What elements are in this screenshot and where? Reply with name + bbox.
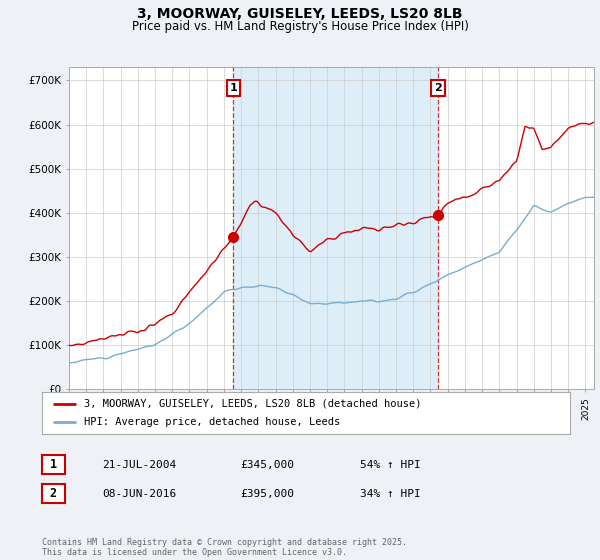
Text: Contains HM Land Registry data © Crown copyright and database right 2025.
This d: Contains HM Land Registry data © Crown c… xyxy=(42,538,407,557)
Text: £345,000: £345,000 xyxy=(240,460,294,470)
Text: 2: 2 xyxy=(50,487,57,501)
Text: 1: 1 xyxy=(50,458,57,472)
Text: 08-JUN-2016: 08-JUN-2016 xyxy=(102,489,176,499)
Text: 54% ↑ HPI: 54% ↑ HPI xyxy=(360,460,421,470)
Text: 2: 2 xyxy=(434,83,442,93)
Text: 21-JUL-2004: 21-JUL-2004 xyxy=(102,460,176,470)
Text: Price paid vs. HM Land Registry's House Price Index (HPI): Price paid vs. HM Land Registry's House … xyxy=(131,20,469,32)
Text: 3, MOORWAY, GUISELEY, LEEDS, LS20 8LB (detached house): 3, MOORWAY, GUISELEY, LEEDS, LS20 8LB (d… xyxy=(84,399,422,409)
Text: 1: 1 xyxy=(230,83,237,93)
Text: £395,000: £395,000 xyxy=(240,489,294,499)
Text: HPI: Average price, detached house, Leeds: HPI: Average price, detached house, Leed… xyxy=(84,417,340,427)
Bar xyxy=(233,67,438,389)
Text: 3, MOORWAY, GUISELEY, LEEDS, LS20 8LB: 3, MOORWAY, GUISELEY, LEEDS, LS20 8LB xyxy=(137,7,463,21)
Text: 34% ↑ HPI: 34% ↑ HPI xyxy=(360,489,421,499)
